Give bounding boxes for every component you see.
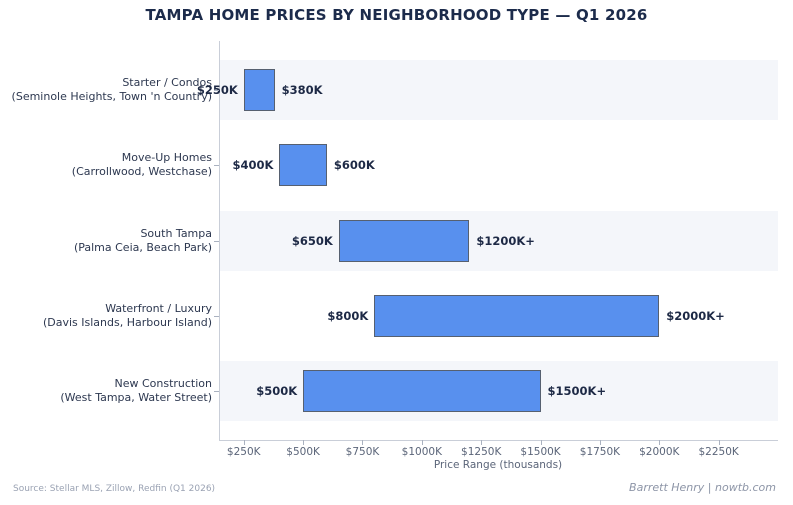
x-axis-tick-label: $250K — [226, 446, 261, 458]
category-main-label: Waterfront / Luxury — [105, 301, 212, 315]
credit-note: Barrett Henry | nowtb.com — [629, 481, 776, 494]
category-label: South Tampa (Palma Ceia, Beach Park) — [0, 227, 212, 255]
x-axis-title: Price Range (thousands) — [433, 459, 563, 471]
x-axis-tick-mark — [421, 440, 423, 445]
bar-max-label: $600K — [333, 158, 375, 173]
category-sub-label: (Seminole Heights, Town 'n Country) — [11, 90, 212, 103]
x-axis-tick-label: $1000K — [401, 446, 442, 458]
x-axis-tick-label: $1500K — [520, 446, 561, 458]
bar-max-label: $2000K+ — [666, 308, 725, 323]
x-axis-tick-label: $2000K — [639, 446, 680, 458]
x-axis-tick-label: $500K — [286, 446, 320, 458]
row-stripe — [220, 210, 778, 271]
x-axis-tick-mark — [303, 440, 305, 445]
category-label: Move-Up Homes (Carrollwood, Westchase) — [0, 151, 212, 179]
category-label: Waterfront / Luxury (Davis Islands, Harbo… — [0, 302, 212, 330]
y-axis-tick-mark — [214, 165, 219, 167]
x-axis-tick-label: $1750K — [579, 446, 621, 458]
chart-title: TAMPA HOME PRICES BY NEIGHBORHOOD TYPE —… — [145, 6, 648, 24]
range-bar — [338, 219, 470, 262]
category-label: Starter / Condos (Seminole Heights, Town … — [0, 76, 212, 104]
category-sub-label: (West Tampa, Water Street) — [60, 391, 212, 404]
y-axis-tick-mark — [214, 315, 219, 317]
x-axis-tick-mark — [718, 440, 720, 445]
row-stripe — [220, 60, 778, 120]
category-main-label: South Tampa — [140, 226, 212, 240]
range-bar — [279, 144, 327, 187]
category-sub-label: (Carrollwood, Westchase) — [71, 165, 212, 179]
x-axis-tick-label: $1250K — [461, 446, 502, 458]
category-sub-label: (Palma Ceia, Beach Park) — [73, 240, 212, 254]
range-bar — [243, 69, 275, 111]
x-axis-tick-label: $750K — [345, 446, 380, 458]
category-main-label: Move-Up Homes — [121, 151, 212, 165]
category-main-label: New Construction — [114, 377, 212, 390]
bar-max-label: $380K — [281, 83, 323, 97]
y-axis-tick-mark — [214, 240, 219, 242]
bar-min-label: $650K — [291, 233, 333, 248]
x-axis-tick-mark — [599, 440, 601, 445]
bar-min-label: $800K — [327, 308, 369, 323]
bar-max-label: $1500K+ — [547, 384, 607, 398]
bar-min-label: $400K — [232, 158, 274, 173]
x-axis-tick-mark — [540, 440, 542, 445]
x-axis-tick-mark — [659, 440, 661, 445]
category-main-label: Starter / Condos — [122, 76, 212, 89]
x-axis-tick-mark — [481, 440, 483, 445]
bar-max-label: $1200K+ — [476, 233, 535, 248]
x-axis-tick-mark — [362, 440, 364, 445]
category-sub-label: (Davis Islands, Harbour Island) — [42, 315, 212, 329]
range-bar — [374, 294, 660, 337]
category-label: New Construction (West Tampa, Water Stree… — [0, 377, 212, 405]
y-axis-category-labels: Starter / Condos (Seminole Heights, Town … — [0, 0, 212, 505]
y-axis-tick-mark — [214, 391, 219, 392]
range-bar — [303, 370, 541, 412]
source-note: Source: Stellar MLS, Zillow, Redfin (Q1 … — [13, 484, 216, 494]
x-axis-tick-mark — [243, 440, 245, 445]
bar-min-label: $500K — [256, 384, 298, 398]
plot-area: $250K $380K $400K $600K $650K $1200K+ $800K $20… — [197, 41, 778, 458]
y-axis-tick-mark — [214, 90, 219, 91]
x-axis-tick-label: $2250K — [698, 446, 739, 458]
